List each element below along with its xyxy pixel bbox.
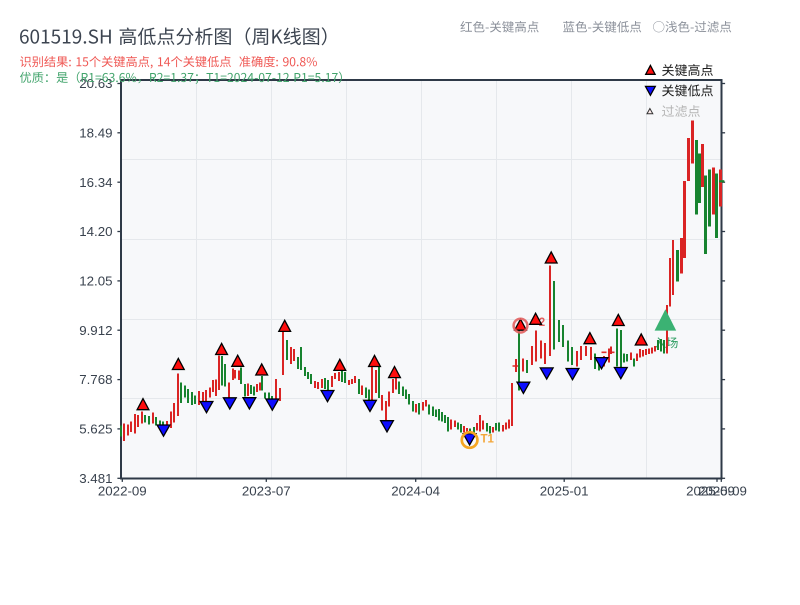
svg-text:2022-09: 2022-09 xyxy=(98,484,147,499)
svg-text:7.768: 7.768 xyxy=(79,372,112,387)
svg-text:3.481: 3.481 xyxy=(79,471,112,486)
svg-text:12.05: 12.05 xyxy=(79,274,112,289)
svg-text:T1: T1 xyxy=(481,434,495,446)
svg-text:18.49: 18.49 xyxy=(79,125,112,140)
svg-text:5.625: 5.625 xyxy=(79,422,112,437)
svg-text:2024-04: 2024-04 xyxy=(391,484,440,499)
svg-text:14.20: 14.20 xyxy=(79,224,112,239)
svg-text:2025-09: 2025-09 xyxy=(686,484,735,499)
svg-text:16.34: 16.34 xyxy=(79,175,112,190)
svg-text:2: 2 xyxy=(539,317,545,329)
svg-text:2023-07: 2023-07 xyxy=(242,484,291,499)
svg-text:20.63: 20.63 xyxy=(79,76,112,91)
svg-text:2025-01: 2025-01 xyxy=(540,484,589,499)
svg-text:9.912: 9.912 xyxy=(79,323,112,338)
svg-text:2025-09: 2025-09 xyxy=(698,484,747,499)
